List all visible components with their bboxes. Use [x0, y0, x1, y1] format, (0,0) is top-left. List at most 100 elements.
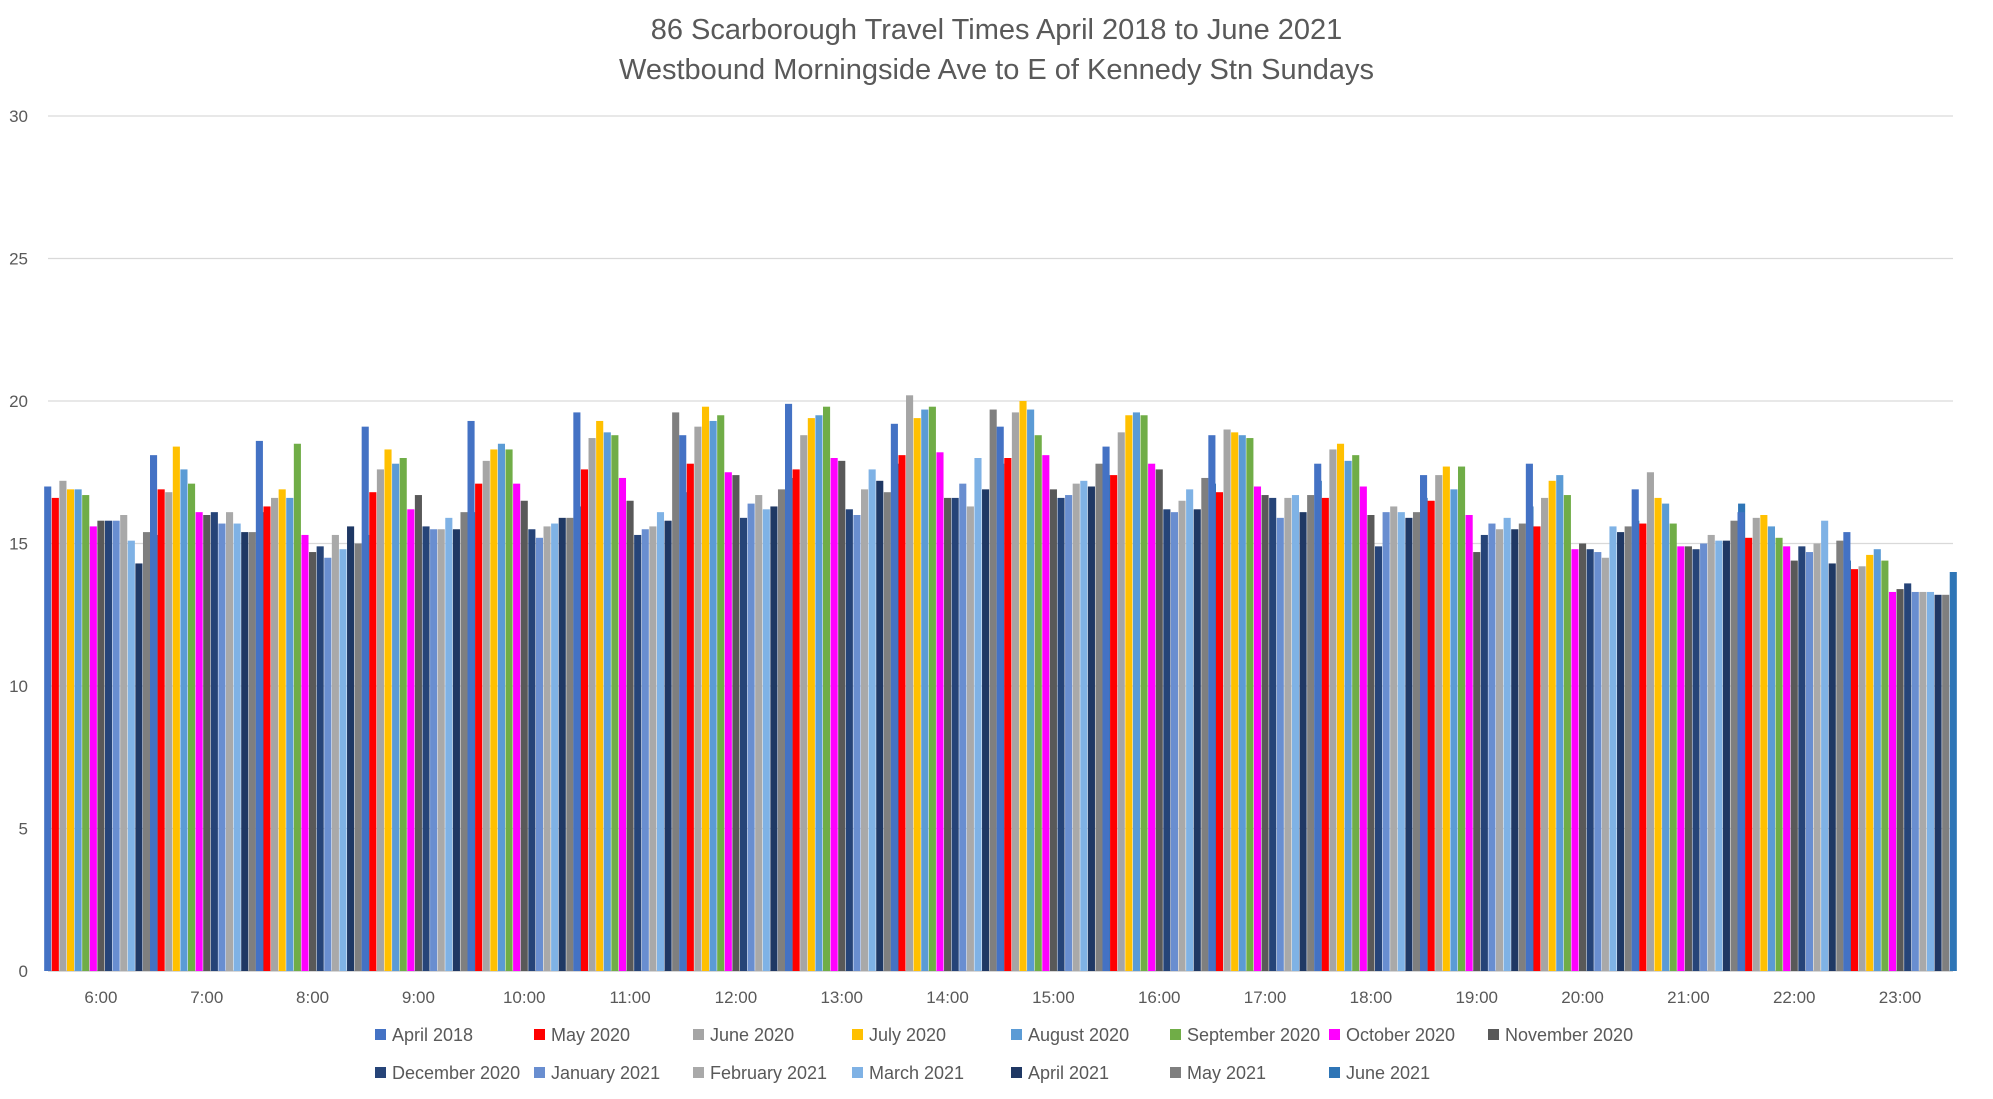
- bar: [301, 534, 309, 971]
- bar: [664, 520, 672, 971]
- bar: [1496, 529, 1504, 971]
- bar: [1307, 495, 1315, 971]
- bar: [490, 449, 498, 971]
- bar: [1677, 546, 1685, 971]
- legend-swatch: [1011, 1029, 1022, 1040]
- bar: [724, 472, 732, 971]
- bar: [755, 495, 763, 971]
- bar: [762, 509, 770, 971]
- bar: [558, 517, 566, 971]
- bar: [1805, 552, 1813, 971]
- legend-swatch: [1488, 1029, 1499, 1040]
- bar: [1465, 515, 1473, 971]
- bar: [339, 549, 347, 971]
- bar: [104, 520, 113, 971]
- bar: [1163, 509, 1171, 971]
- bar: [66, 489, 75, 971]
- bar: [1579, 543, 1587, 971]
- bar: [1253, 486, 1262, 971]
- bar: [838, 460, 846, 971]
- bar: [437, 529, 445, 971]
- bar: [815, 415, 823, 971]
- bar: [1631, 489, 1639, 971]
- bar: [528, 529, 536, 971]
- bar: [309, 552, 317, 971]
- bar: [785, 403, 793, 972]
- bar: [1752, 517, 1760, 971]
- bar: [1367, 515, 1375, 971]
- bar: [1563, 495, 1571, 971]
- bar: [1692, 549, 1700, 971]
- legend-swatch: [534, 1029, 545, 1040]
- x-tick-label: 20:00: [1561, 988, 1604, 1007]
- bar: [1291, 495, 1300, 971]
- bar: [1261, 495, 1269, 971]
- bar: [51, 497, 59, 971]
- bar: [361, 426, 369, 971]
- bar: [74, 489, 82, 971]
- bar: [157, 489, 165, 971]
- bar: [694, 426, 702, 971]
- bar: [218, 523, 226, 971]
- bar: [392, 463, 400, 971]
- bar: [1178, 500, 1186, 971]
- x-tick-label: 8:00: [296, 988, 329, 1007]
- bar: [1442, 466, 1450, 971]
- bar: [1601, 557, 1609, 971]
- bar: [1480, 534, 1488, 971]
- bar: [580, 469, 589, 971]
- x-tick-label: 14:00: [926, 988, 969, 1007]
- bar: [1065, 495, 1073, 971]
- bar: [951, 497, 959, 971]
- bar: [293, 443, 301, 971]
- bar: [82, 495, 90, 971]
- bar: [1760, 515, 1768, 971]
- bar: [135, 563, 143, 971]
- legend-swatch: [852, 1067, 863, 1078]
- legend-label: April 2018: [392, 1025, 473, 1045]
- bar: [1314, 463, 1322, 971]
- bar: [1132, 412, 1140, 971]
- bar: [430, 529, 438, 971]
- bar: [732, 475, 740, 971]
- bar: [180, 469, 188, 971]
- bar: [233, 523, 241, 971]
- bar: [1057, 497, 1065, 971]
- legend-swatch: [1011, 1067, 1022, 1078]
- x-tick-label: 15:00: [1032, 988, 1075, 1007]
- bar: [1669, 523, 1677, 971]
- bar: [611, 435, 619, 971]
- bar: [150, 455, 158, 971]
- legend-label: May 2021: [1187, 1063, 1266, 1083]
- bar: [770, 506, 778, 971]
- bar: [407, 509, 415, 971]
- bar: [626, 500, 634, 971]
- bar: [1896, 589, 1904, 971]
- x-tick-label: 17:00: [1244, 988, 1287, 1007]
- bar: [535, 537, 543, 971]
- bar: [1843, 532, 1851, 971]
- bar: [1034, 435, 1042, 971]
- bar: [573, 412, 581, 971]
- bar: [188, 483, 196, 971]
- legend-swatch: [375, 1029, 386, 1040]
- legend-swatch: [852, 1029, 863, 1040]
- bar: [1435, 475, 1443, 971]
- legend-label: November 2020: [1505, 1025, 1633, 1045]
- bar: [1397, 512, 1405, 971]
- x-tick-label: 6:00: [84, 988, 117, 1007]
- bar: [1352, 455, 1360, 971]
- bar: [1858, 566, 1866, 971]
- bar: [1873, 549, 1881, 971]
- bar: [452, 529, 460, 971]
- bar: [1019, 401, 1027, 971]
- bar: [1382, 512, 1390, 971]
- bar: [1155, 469, 1163, 971]
- bar: [1586, 549, 1594, 971]
- bar: [505, 449, 513, 971]
- bar: [331, 534, 339, 971]
- bar: [853, 515, 861, 971]
- bar: [679, 435, 687, 971]
- bar: [1518, 523, 1526, 971]
- bar: [928, 406, 936, 971]
